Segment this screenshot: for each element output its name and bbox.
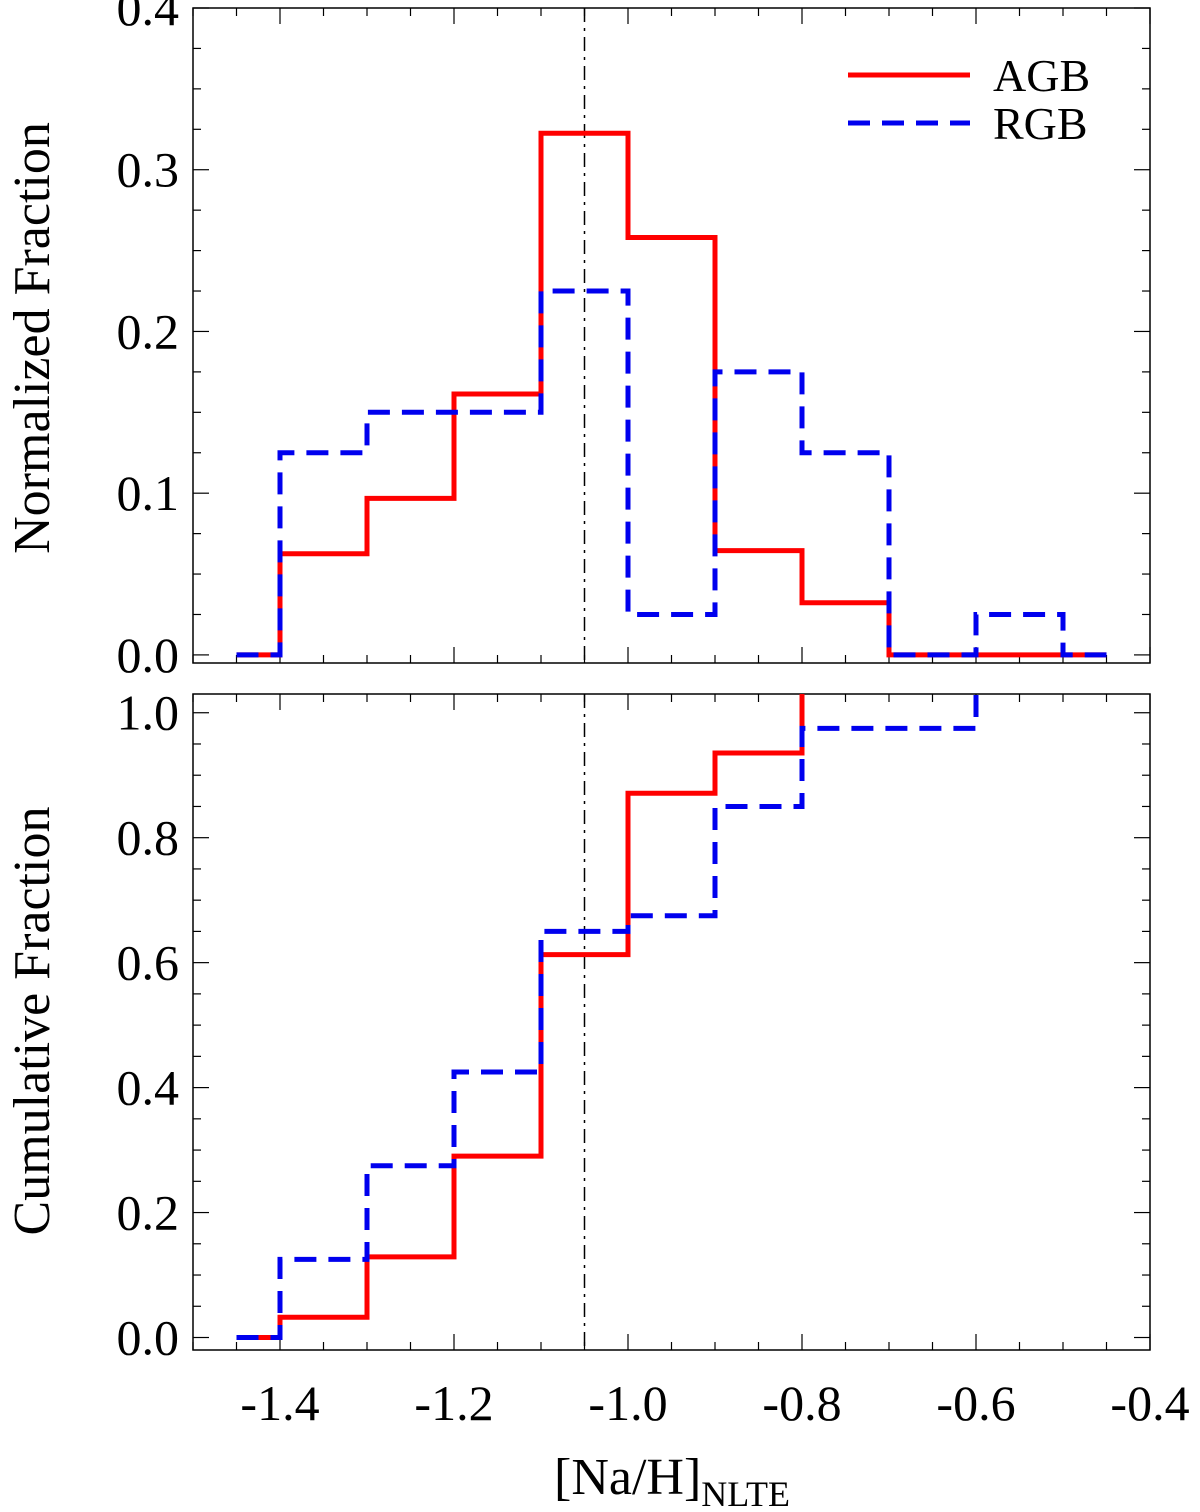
bottom-series-agb bbox=[236, 694, 805, 1340]
bottom-y-tick-label: 0.8 bbox=[117, 810, 180, 866]
x-tick-label: -0.8 bbox=[762, 1375, 841, 1431]
bottom-y-tick-label: 1.0 bbox=[117, 685, 180, 741]
bottom-y-tick-label: 0.0 bbox=[117, 1310, 180, 1366]
x-tick-label: -0.4 bbox=[1110, 1375, 1189, 1431]
x-axis-title-main: [Na/H] bbox=[554, 1449, 701, 1506]
top-y-tick-label: 0.3 bbox=[117, 142, 180, 198]
legend-label-agb: AGB bbox=[993, 50, 1090, 101]
x-tick-label: -1.0 bbox=[588, 1375, 667, 1431]
bottom-y-tick-label: 0.6 bbox=[117, 935, 180, 991]
y-axis-title-bottom: Cumulative Fraction bbox=[4, 807, 61, 1236]
x-axis-title: [Na/H]NLTE bbox=[554, 1449, 790, 1512]
bottom-y-tick-label: 0.4 bbox=[117, 1060, 180, 1116]
top-y-tick-label: 0.2 bbox=[117, 303, 180, 359]
bottom-y-tick-label: 0.2 bbox=[117, 1185, 180, 1241]
top-y-tick-label: 0.0 bbox=[117, 627, 180, 683]
x-tick-label: -0.6 bbox=[936, 1375, 1015, 1431]
y-axis-title-top: Normalized Fraction bbox=[4, 122, 61, 554]
bottom-panel: 0.0 0.2 0.4 0.6 0.8 1.0 -1.4 -1.2 -1.0 -0.8 -0.6 -0… bbox=[117, 685, 1190, 1431]
x-tick-label: -1.2 bbox=[414, 1375, 493, 1431]
x-axis-title-subscript: NLTE bbox=[701, 1474, 790, 1512]
bottom-series-rgb bbox=[236, 694, 979, 1340]
top-panel: 0.0 0.1 0.2 0.3 0.4 bbox=[117, 0, 1151, 683]
top-y-tick-label: 0.4 bbox=[117, 0, 180, 36]
x-tick-label: -1.4 bbox=[240, 1375, 319, 1431]
legend-label-rgb: RGB bbox=[993, 98, 1088, 149]
top-series-rgb bbox=[236, 288, 1107, 658]
top-series-agb bbox=[236, 130, 1107, 658]
top-y-tick-label: 0.1 bbox=[117, 465, 180, 521]
legend: AGB RGB bbox=[848, 50, 1090, 149]
